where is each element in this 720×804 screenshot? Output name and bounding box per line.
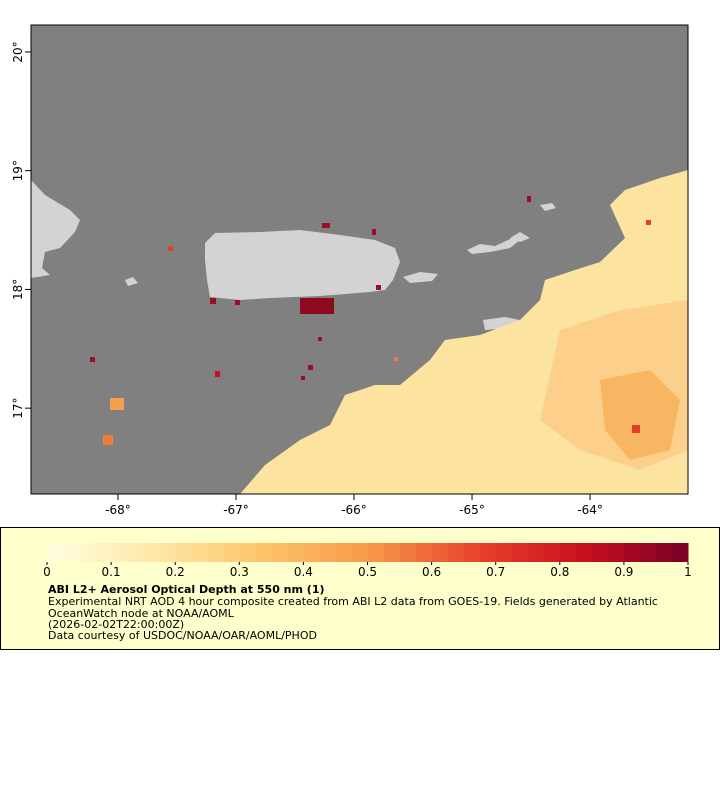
aerosol-field	[90, 170, 688, 494]
x-tick-label: -67°	[223, 503, 249, 517]
colorbar-tick-label: 0.5	[358, 565, 377, 579]
color-swatch	[399, 543, 417, 562]
colorbar-tick-label: 0.7	[486, 565, 505, 579]
color-swatch	[559, 543, 577, 562]
legend-line: OceanWatch node at NOAA/AOML	[48, 607, 235, 620]
colorbar-tick-label: 0.9	[614, 565, 633, 579]
legend-title: ABI L2+ Aerosol Optical Depth at 550 nm …	[48, 583, 325, 596]
color-swatch	[335, 543, 352, 562]
color-swatch	[479, 543, 497, 562]
color-swatch	[255, 543, 272, 562]
color-swatch	[495, 543, 513, 562]
color-swatch	[463, 543, 481, 562]
color-swatch	[383, 543, 401, 562]
x-tick-label: -68°	[105, 503, 131, 517]
colorbar: 0 0.1 0.2 0.3 0.4 0.5 0.6 0.7 0.8 0.9 1	[43, 543, 692, 579]
color-swatch	[415, 543, 433, 562]
colorbar-tick-label: 0.1	[102, 565, 121, 579]
color-swatch	[79, 543, 96, 562]
colorbar-tick-label: 0.8	[550, 565, 569, 579]
axes: -68° -67° -66° -65° -64° 20° 19° 18° 17°	[11, 41, 603, 517]
color-swatch	[111, 543, 128, 562]
color-swatch	[575, 543, 593, 562]
y-tick-label: 18°	[11, 279, 25, 300]
color-swatch	[191, 543, 208, 562]
color-swatch	[639, 543, 657, 562]
color-swatch	[95, 543, 112, 562]
legend-line: Experimental NRT AOD 4 hour composite cr…	[48, 595, 658, 608]
legend-line: Data courtesy of USDOC/NOAA/OAR/AOML/PHO…	[48, 629, 317, 642]
color-swatch	[303, 543, 320, 562]
y-tick-label: 17°	[11, 398, 25, 419]
color-swatch	[655, 543, 673, 562]
x-tick-label: -65°	[459, 503, 485, 517]
x-tick-label: -64°	[577, 503, 603, 517]
land	[31, 180, 556, 330]
color-swatch	[431, 543, 449, 562]
color-swatch	[623, 543, 641, 562]
y-tick-label: 20°	[11, 41, 25, 62]
colorbar-tick-label: 0.3	[230, 565, 249, 579]
color-swatch	[287, 543, 304, 562]
color-swatch	[527, 543, 545, 562]
color-swatch	[159, 543, 176, 562]
color-swatch	[207, 543, 224, 562]
color-swatch	[511, 543, 529, 562]
color-swatch	[543, 543, 561, 562]
color-swatch	[63, 543, 80, 562]
x-tick-label: -66°	[341, 503, 367, 517]
legend-line: (2026-02-02T22:00:00Z)	[48, 618, 184, 631]
colorbar-tick-label: 0	[43, 565, 51, 579]
colorbar-tick-label: 0.2	[166, 565, 185, 579]
color-swatch	[367, 543, 385, 562]
color-swatch	[671, 543, 689, 562]
color-swatch	[239, 543, 256, 562]
color-swatch	[175, 543, 192, 562]
colorbar-tick-label: 1	[684, 565, 692, 579]
color-swatch	[143, 543, 160, 562]
color-swatch	[319, 543, 336, 562]
color-swatch	[47, 543, 64, 562]
color-swatch	[447, 543, 465, 562]
color-swatch	[591, 543, 609, 562]
colorbar-tick-label: 0.6	[422, 565, 441, 579]
colorbar-tick-label: 0.4	[294, 565, 313, 579]
color-swatch	[271, 543, 288, 562]
color-swatch	[351, 543, 368, 562]
color-swatch	[223, 543, 240, 562]
color-swatch	[607, 543, 625, 562]
map-frame	[30, 24, 689, 495]
y-tick-label: 19°	[11, 160, 25, 181]
color-swatch	[127, 543, 144, 562]
